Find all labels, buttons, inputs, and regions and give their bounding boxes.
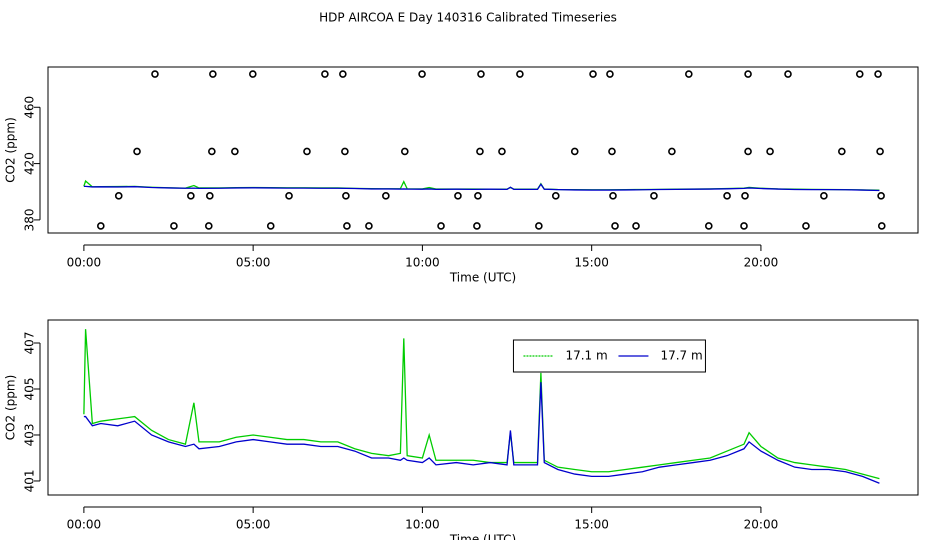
point [570,147,579,156]
point [343,222,351,230]
y-tick-label: 405 [23,378,37,401]
point [342,192,350,200]
point [437,222,445,230]
point [454,192,462,200]
point [114,192,123,200]
point [877,222,886,230]
point [874,70,882,78]
point [802,222,810,230]
y-tick-label: 401 [23,470,37,493]
x-tick-label: 20:00 [744,256,779,270]
point [474,192,482,200]
x-tick-label: 15:00 [574,518,609,532]
point [744,147,752,156]
point [418,70,426,78]
x-tick-label: 10:00 [405,256,440,270]
point [187,192,195,200]
point [608,147,616,156]
point [208,147,216,156]
legend-label: 17.1 m [565,349,607,363]
y-axis-label: CO2 (ppm) [4,117,18,183]
plot-frame [47,319,919,496]
point [723,192,731,200]
point [551,192,560,200]
point [204,222,213,230]
point [498,147,506,156]
point [476,147,484,156]
legend-label: 17.7 m [660,349,702,363]
series-line [83,382,880,484]
y-tick-label: 403 [23,424,37,447]
x-tick-label: 20:00 [744,518,779,532]
point [339,70,347,78]
x-tick-label: 05:00 [236,256,271,270]
plot-frame [47,66,919,234]
y-tick-label: 380 [23,208,37,231]
point [589,70,597,78]
point [609,192,617,200]
point [820,192,828,200]
x-tick-label: 10:00 [405,518,440,532]
point [650,192,658,200]
point [206,192,214,200]
point [744,70,752,78]
point [321,70,329,78]
point [611,222,619,230]
series-line [83,329,880,480]
point [401,147,409,156]
point [855,70,864,78]
point [740,222,748,230]
point [516,70,524,78]
point [477,70,485,78]
chart-title: HDP AIRCOA E Day 140316 Calibrated Times… [319,11,617,25]
x-tick-label: 15:00 [574,256,609,270]
x-tick-label: 05:00 [236,518,271,532]
point [535,222,543,230]
point [341,147,349,156]
point [231,147,239,156]
series-line [83,183,880,192]
point [473,222,481,230]
point [285,192,293,200]
point [151,70,159,78]
y-tick-label: 407 [23,332,37,355]
point [170,222,178,230]
point [266,222,275,230]
point [606,70,614,78]
y-axis-label: CO2 (ppm) [4,375,18,441]
point [876,147,884,156]
point [741,192,749,200]
point [133,147,141,156]
point [704,222,713,230]
point [668,147,676,156]
point [838,147,846,156]
point [365,222,373,230]
x-axis-label: Time (UTC) [449,533,516,540]
x-tick-label: 00:00 [67,256,102,270]
y-tick-label: 420 [23,152,37,175]
point [209,70,217,78]
point [685,70,693,78]
point [877,192,885,200]
point [382,192,390,200]
x-tick-label: 00:00 [67,518,102,532]
y-tick-label: 460 [23,96,37,119]
x-axis-label: Time (UTC) [449,271,516,285]
point [632,222,640,230]
point [766,147,774,156]
point [303,147,311,156]
point [784,70,792,78]
point [249,70,257,78]
point [97,222,105,230]
